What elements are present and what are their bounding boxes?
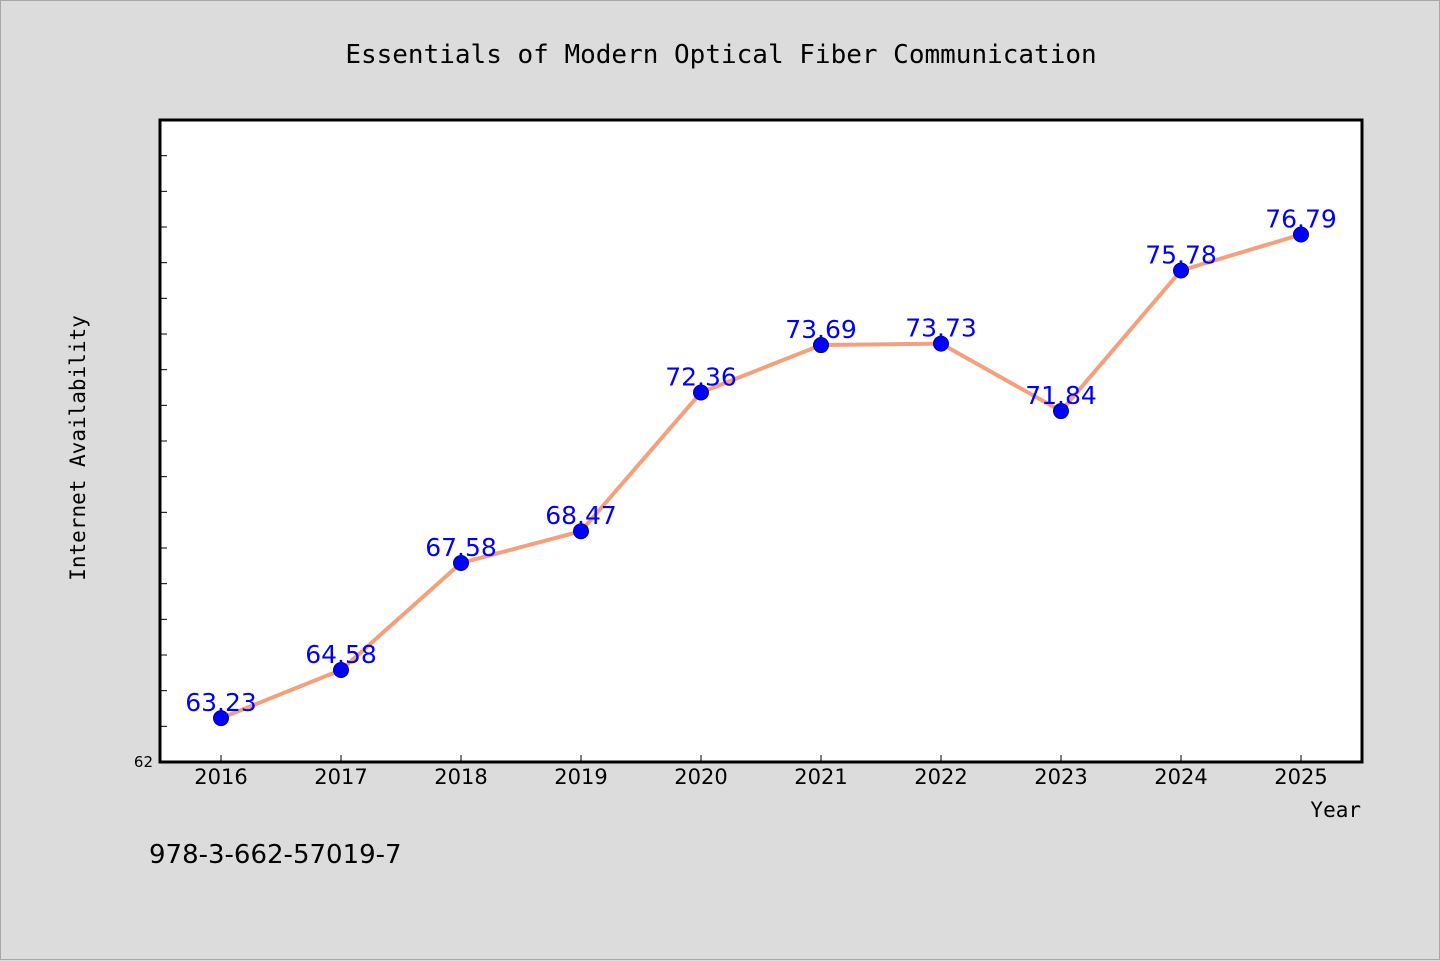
data-point-marker bbox=[1293, 226, 1309, 243]
x-axis-tick-label: 2025 bbox=[1274, 765, 1327, 789]
y-axis-tick-label-min: 62 bbox=[134, 753, 153, 771]
y-axis-label: Internet Availability bbox=[66, 315, 90, 581]
x-axis-label: Year bbox=[1310, 798, 1361, 822]
data-point-marker bbox=[1173, 262, 1189, 279]
isbn-label: 978-3-662-57019-7 bbox=[149, 840, 402, 870]
data-point-marker bbox=[213, 710, 229, 727]
series-internet-availability: 63.23 64.58 67.58 68.47 72.36 73.69 73.73 71.84… bbox=[185, 204, 1337, 727]
x-axis-tick-label: 2016 bbox=[194, 765, 247, 789]
data-point-marker bbox=[933, 335, 949, 352]
chart-title: Essentials of Modern Optical Fiber Commu… bbox=[345, 40, 1096, 70]
data-label: 68.47 bbox=[545, 501, 617, 530]
data-label: 73.69 bbox=[785, 315, 857, 344]
data-label: 73.73 bbox=[905, 314, 977, 343]
x-axis-tick-label: 2023 bbox=[1034, 765, 1087, 789]
x-axis-tick-label: 2019 bbox=[554, 765, 607, 789]
x-axis-tick-label: 2017 bbox=[314, 765, 367, 789]
x-axis-tick-labels: 2016 2017 2018 2019 2020 2021 2022 2023 2024 2025 bbox=[194, 765, 1327, 789]
data-label: 64.58 bbox=[305, 640, 377, 669]
data-point-marker bbox=[573, 523, 589, 540]
data-point-marker bbox=[1053, 403, 1069, 420]
data-labels: 63.23 64.58 67.58 68.47 72.36 73.69 73.73 71.84… bbox=[185, 204, 1337, 717]
data-label: 63.23 bbox=[185, 688, 257, 717]
x-axis-tick-label: 2022 bbox=[914, 765, 967, 789]
data-point-marker bbox=[693, 384, 709, 401]
x-axis-tick-label: 2020 bbox=[674, 765, 727, 789]
data-label: 71.84 bbox=[1025, 381, 1097, 410]
data-point-marker bbox=[453, 554, 469, 571]
x-axis-tick-label: 2018 bbox=[434, 765, 487, 789]
data-label: 76.79 bbox=[1265, 204, 1337, 233]
data-point-marker bbox=[333, 661, 349, 678]
data-label: 72.36 bbox=[665, 362, 737, 391]
y-axis-ticks bbox=[160, 155, 167, 727]
data-point-marker bbox=[813, 337, 829, 354]
series-line bbox=[220, 232, 1302, 720]
x-axis-ticks bbox=[220, 755, 1302, 762]
data-label: 67.58 bbox=[425, 533, 497, 562]
x-axis-tick-label: 2024 bbox=[1154, 765, 1207, 789]
x-axis-tick-label: 2021 bbox=[794, 765, 847, 789]
data-point-markers bbox=[213, 226, 1309, 727]
data-label: 75.78 bbox=[1145, 241, 1217, 270]
